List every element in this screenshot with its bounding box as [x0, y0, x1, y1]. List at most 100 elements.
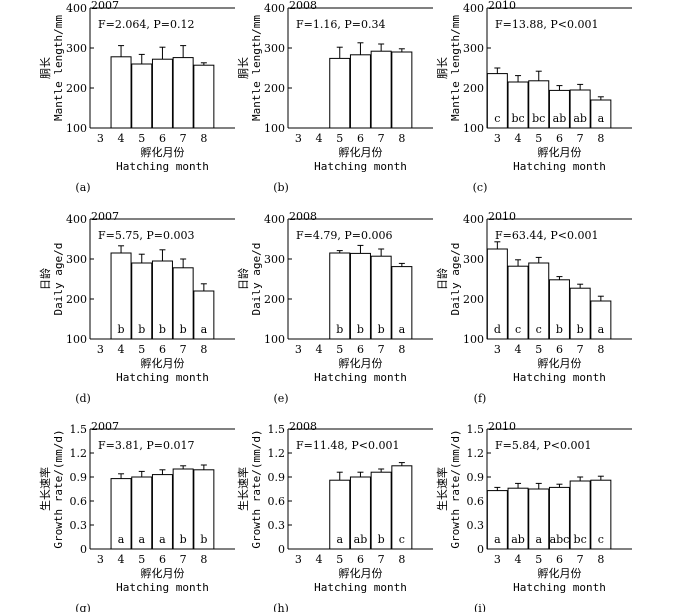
y-axis-label-cn: 胴长: [436, 57, 449, 79]
y-axis-label-en: Growth rate/(mm/d): [449, 429, 462, 548]
panel-label: (a): [75, 181, 90, 194]
significance-letter: c: [399, 533, 405, 546]
panel-year: 2008: [289, 0, 317, 12]
y-tick-label: 300: [463, 42, 484, 55]
y-axis-label-cn: 胴长: [39, 57, 52, 79]
y-tick-label: 200: [264, 293, 285, 306]
panel-year: 2008: [289, 210, 317, 223]
x-tick-label: 4: [515, 343, 522, 356]
significance-letter: a: [138, 533, 145, 546]
significance-letter: a: [336, 533, 343, 546]
x-tick-label: 3: [295, 553, 302, 566]
x-axis-label-en: Hatching month: [116, 160, 209, 173]
stat-text: F=63.44, P<0.001: [495, 229, 598, 242]
x-tick-label: 4: [316, 553, 323, 566]
significance-letter: a: [201, 323, 208, 336]
bar: [110, 56, 132, 129]
significance-letter: b: [378, 323, 385, 336]
panel-year: 2007: [91, 210, 119, 223]
x-tick-label: 8: [597, 553, 604, 566]
x-tick-label: 4: [316, 132, 323, 145]
y-tick-label: 300: [264, 253, 285, 266]
y-tick-label: 400: [463, 2, 484, 15]
x-axis-label-en: Hatching month: [116, 371, 209, 384]
x-tick-label: 8: [200, 343, 207, 356]
y-tick-label: 100: [66, 333, 87, 346]
significance-letter: c: [536, 323, 542, 336]
panel-label: (f): [474, 392, 487, 405]
y-tick-label: 200: [463, 293, 484, 306]
panel-label: (i): [474, 602, 486, 612]
y-tick-label: 400: [66, 213, 87, 226]
x-tick-label: 7: [577, 343, 584, 356]
x-tick-label: 3: [494, 553, 501, 566]
y-tick-label: 100: [463, 333, 484, 346]
x-tick-label: 4: [118, 553, 125, 566]
x-tick-label: 6: [556, 553, 563, 566]
y-tick-label: 200: [66, 82, 87, 95]
significance-letter: b: [180, 533, 187, 546]
panel-label: (h): [273, 602, 289, 612]
x-tick-label: 8: [398, 343, 405, 356]
x-axis-label-en: Hatching month: [116, 581, 209, 594]
x-tick-label: 7: [577, 553, 584, 566]
panel-h: 0 0.3 0.6 0.9 1.2 1.5 3 4 5 a 6 ab 7 b8 c 2008 F=11.48, …: [236, 420, 433, 612]
significance-letter: d: [494, 323, 501, 336]
bar: [349, 54, 371, 129]
x-tick-label: 7: [378, 343, 385, 356]
panel-b: 100 200 300 400 3 4 5 6 7 8 2008 F=1.16, P=0.34 胴长 Ma…: [237, 0, 433, 194]
significance-letter: b: [378, 533, 385, 546]
significance-letter: a: [494, 533, 501, 546]
panel-label: (c): [473, 181, 488, 194]
stat-text: F=11.48, P<0.001: [296, 439, 399, 452]
x-tick-label: 5: [336, 343, 343, 356]
significance-letter: a: [598, 112, 605, 125]
x-tick-label: 7: [378, 132, 385, 145]
x-tick-label: 3: [295, 343, 302, 356]
x-tick-label: 6: [357, 553, 364, 566]
significance-letter: bc: [532, 112, 545, 125]
significance-letter: a: [598, 323, 605, 336]
significance-letter: b: [200, 533, 207, 546]
x-tick-label: 3: [295, 132, 302, 145]
x-tick-label: 8: [200, 553, 207, 566]
x-tick-label: 8: [398, 132, 405, 145]
x-axis-label-cn: 孵化月份: [538, 145, 582, 159]
x-axis-label-cn: 孵化月份: [141, 145, 185, 159]
x-tick-label: 5: [138, 132, 145, 145]
y-tick-label: 400: [463, 213, 484, 226]
bar: [329, 57, 351, 129]
significance-letter: b: [577, 323, 584, 336]
x-axis-label-en: Hatching month: [513, 160, 606, 173]
x-tick-label: 3: [494, 132, 501, 145]
x-tick-label: 7: [180, 132, 187, 145]
bar: [370, 50, 392, 129]
y-tick-label: 100: [463, 122, 484, 135]
x-tick-label: 7: [577, 132, 584, 145]
x-tick-label: 8: [398, 553, 405, 566]
x-axis-label-cn: 孵化月份: [339, 356, 383, 370]
y-tick-label: 200: [66, 293, 87, 306]
y-axis-label-cn: 生长速率: [236, 467, 250, 511]
x-axis-label-cn: 孵化月份: [339, 145, 383, 159]
significance-letter: b: [357, 323, 364, 336]
y-tick-label: 100: [66, 122, 87, 135]
x-tick-label: 6: [159, 343, 166, 356]
y-axis-label-en: Growth rate/(mm/d): [52, 429, 65, 548]
significance-letter: bc: [574, 533, 587, 546]
significance-letter: b: [138, 323, 145, 336]
panel-a: 100 200 300 400 3 4 5 6 7 8 2007 F=2.064, P=0.12 胴长 M…: [39, 0, 235, 194]
y-axis-label-en: Daily age/d: [449, 243, 462, 316]
panel-year: 2008: [289, 420, 317, 433]
y-tick-label: 300: [66, 42, 87, 55]
x-tick-label: 8: [597, 132, 604, 145]
y-tick-label: 0.6: [467, 495, 485, 508]
panel-year: 2010: [488, 0, 516, 12]
x-axis-label-cn: 孵化月份: [141, 566, 185, 580]
x-tick-label: 3: [97, 343, 104, 356]
significance-letter: ab: [511, 533, 525, 546]
